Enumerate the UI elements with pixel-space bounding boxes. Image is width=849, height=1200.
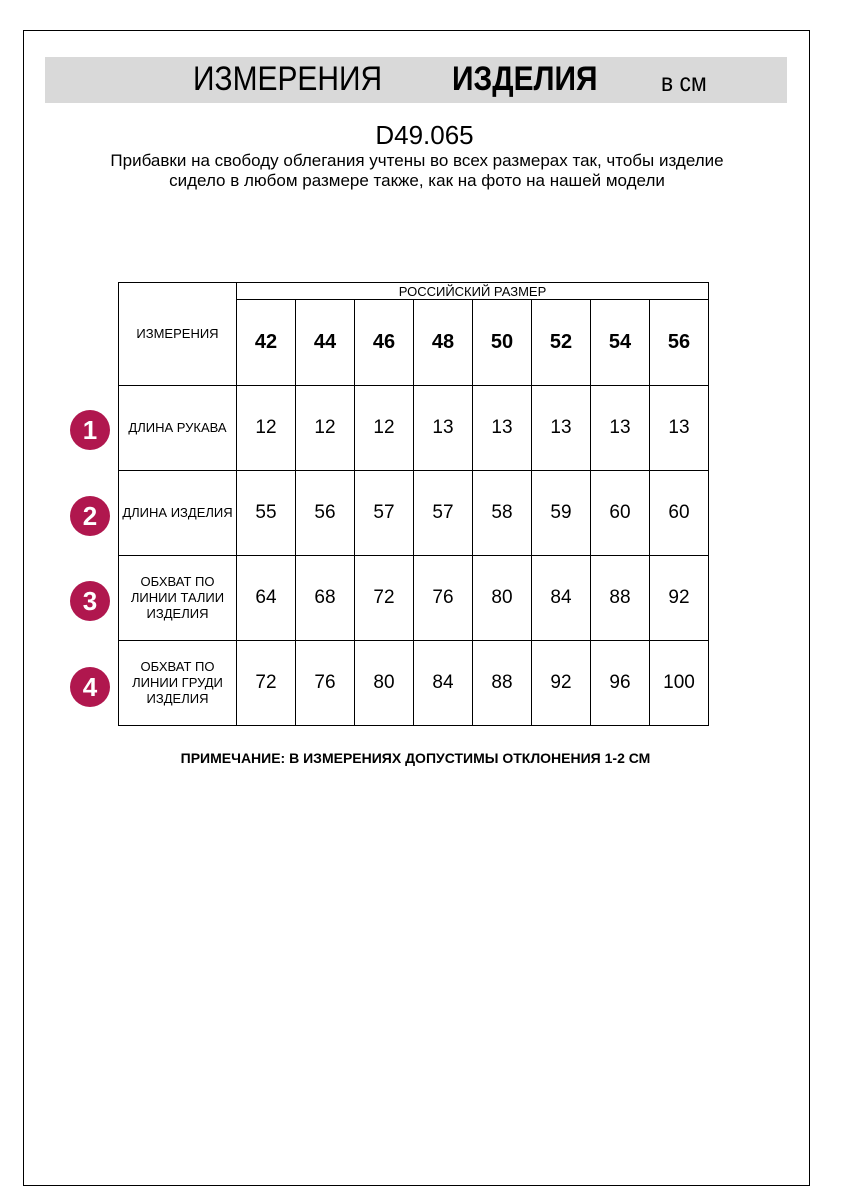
value-cell: 68: [295, 555, 355, 641]
measure-label: ДЛИНА ИЗДЕЛИЯ: [118, 470, 237, 556]
value-cell: 59: [531, 470, 591, 556]
row-number-badge: 3: [70, 581, 110, 621]
size-header: 42: [236, 299, 296, 386]
value-cell: 76: [295, 640, 355, 726]
title-bold: ИЗДЕЛИЯ: [452, 60, 598, 98]
value-cell: 84: [413, 640, 473, 726]
value-cell: 13: [472, 385, 532, 471]
size-header: 52: [531, 299, 591, 386]
row-number-badge: 2: [70, 495, 110, 536]
value-cell: 55: [236, 470, 296, 556]
size-header: 50: [472, 299, 532, 386]
value-cell: 12: [354, 385, 414, 471]
title-banner: [45, 57, 787, 103]
value-cell: 12: [236, 385, 296, 471]
row-number-badge: 4: [70, 666, 110, 707]
value-cell: 96: [590, 640, 650, 726]
page-frame: [23, 30, 810, 1186]
value-cell: 92: [649, 555, 709, 641]
measure-label: ОБХВАТ ПО ЛИНИИ ГРУДИ ИЗДЕЛИЯ: [118, 640, 237, 726]
value-cell: 13: [531, 385, 591, 471]
size-table: ИЗМЕРЕНИЯ РОССИЙСКИЙ РАЗМЕР 42 44 46 48 50 52…: [118, 282, 709, 726]
value-cell: 80: [472, 555, 532, 641]
value-cell: 56: [295, 470, 355, 556]
table-row: ОБХВАТ ПО ЛИНИИ ГРУДИ ИЗДЕЛИЯ 72 76 80 84 88 9…: [118, 640, 709, 726]
description: Прибавки на свободу облегания учтены во …: [110, 151, 724, 190]
product-code: D49.065: [375, 120, 474, 150]
size-header: 54: [590, 299, 650, 386]
measure-label: ДЛИНА РУКАВА: [118, 385, 237, 471]
value-cell: 13: [590, 385, 650, 471]
value-cell: 60: [590, 470, 650, 556]
table-row: ДЛИНА ИЗДЕЛИЯ 55 56 57 57 58 59 60 60: [118, 470, 709, 556]
title-unit: в см: [661, 67, 707, 97]
value-cell: 100: [649, 640, 709, 726]
row-number-badge: 1: [70, 410, 110, 450]
value-cell: 80: [354, 640, 414, 726]
size-header: 56: [649, 299, 709, 386]
table-row: ДЛИНА РУКАВА 12 12 12 13 13 13 13 13: [118, 385, 709, 471]
size-header: 48: [413, 299, 473, 386]
value-cell: 84: [531, 555, 591, 641]
value-cell: 88: [472, 640, 532, 726]
note: ПРИМЕЧАНИЕ: В ИЗМЕРЕНИЯХ ДОПУСТИМЫ ОТКЛО…: [180, 750, 651, 766]
size-header: 44: [295, 299, 355, 386]
measure-header: ИЗМЕРЕНИЯ: [118, 282, 237, 386]
value-cell: 88: [590, 555, 650, 641]
value-cell: 12: [295, 385, 355, 471]
value-cell: 58: [472, 470, 532, 556]
title-regular: ИЗМЕРЕНИЯ: [193, 60, 383, 98]
value-cell: 60: [649, 470, 709, 556]
size-group-header: РОССИЙСКИЙ РАЗМЕР: [236, 282, 709, 300]
value-cell: 72: [354, 555, 414, 641]
value-cell: 57: [354, 470, 414, 556]
table-row: ОБХВАТ ПО ЛИНИИ ТАЛИИ ИЗДЕЛИЯ 64 68 72 76 80 8…: [118, 555, 709, 641]
value-cell: 72: [236, 640, 296, 726]
value-cell: 92: [531, 640, 591, 726]
value-cell: 57: [413, 470, 473, 556]
value-cell: 64: [236, 555, 296, 641]
value-cell: 13: [413, 385, 473, 471]
value-cell: 13: [649, 385, 709, 471]
measure-label: ОБХВАТ ПО ЛИНИИ ТАЛИИ ИЗДЕЛИЯ: [118, 555, 237, 641]
size-header: 46: [354, 299, 414, 386]
value-cell: 76: [413, 555, 473, 641]
